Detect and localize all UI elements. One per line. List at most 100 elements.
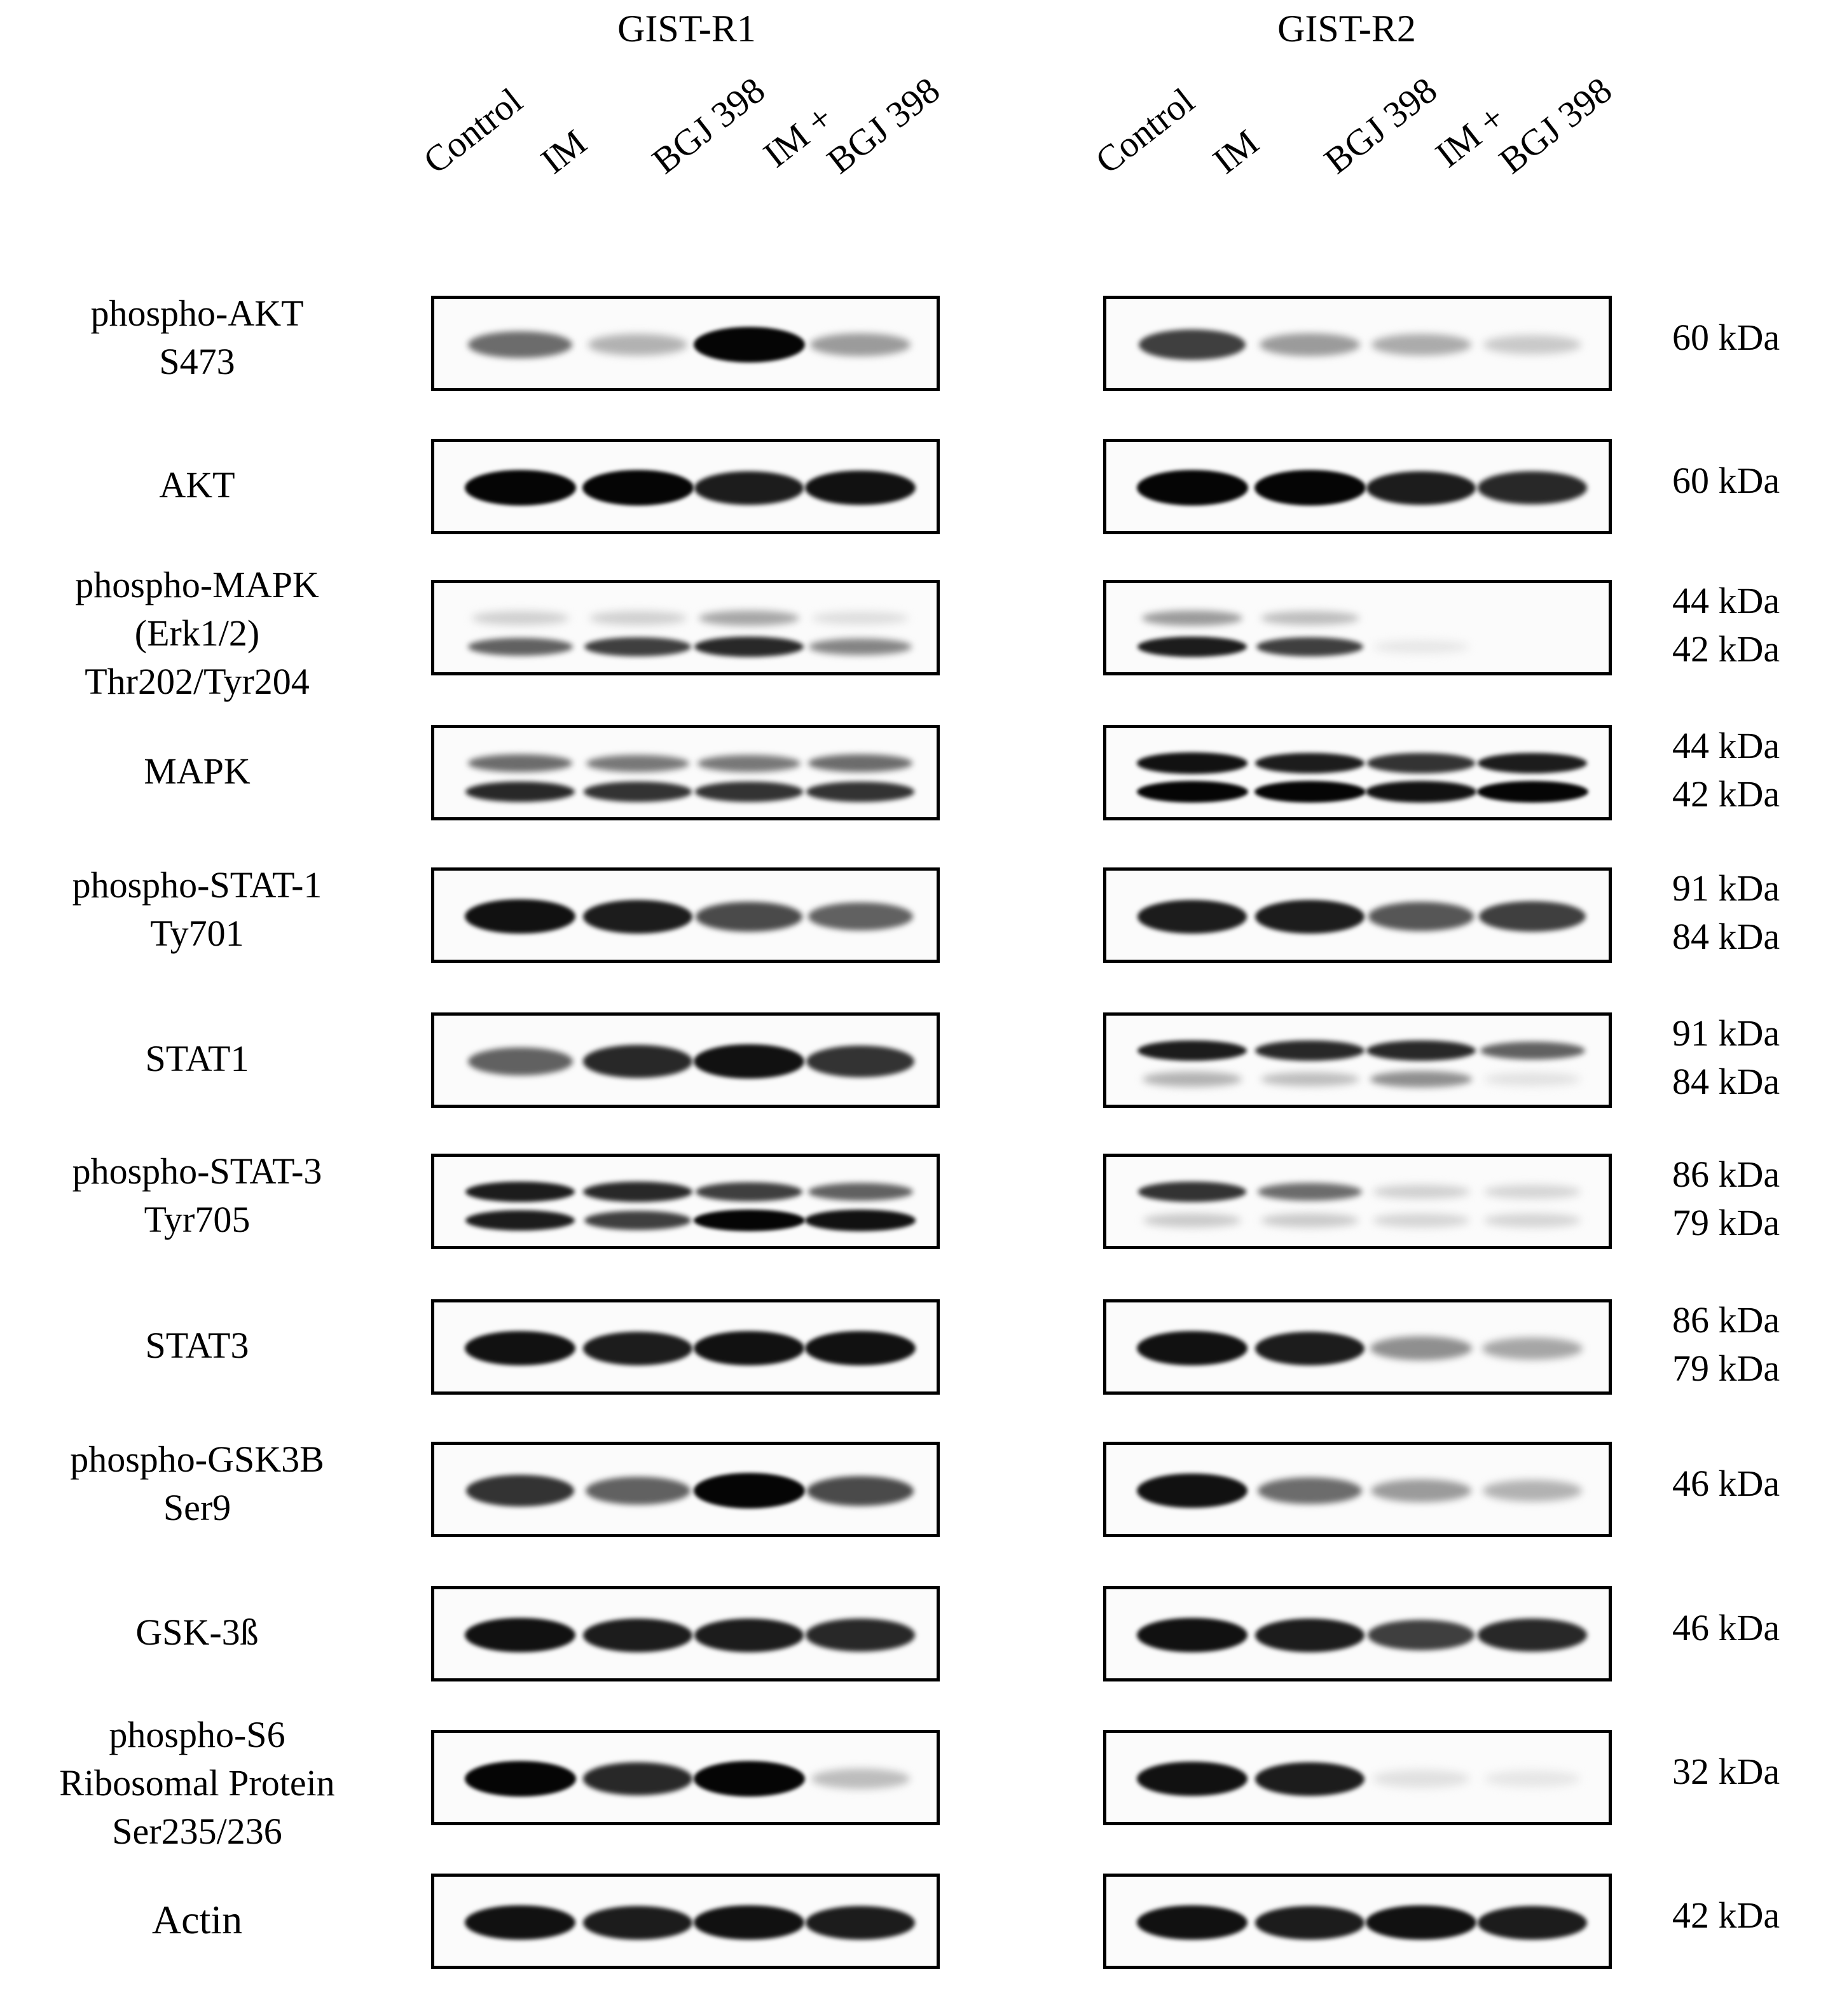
band xyxy=(465,1905,575,1940)
band xyxy=(1482,1337,1583,1360)
band xyxy=(1366,1040,1476,1061)
band xyxy=(811,1769,910,1789)
blot-panel xyxy=(431,1154,940,1249)
band xyxy=(1484,1072,1581,1086)
band xyxy=(808,1182,913,1201)
blot-panel xyxy=(1103,867,1612,963)
band xyxy=(467,637,573,656)
lane-label: IM + xyxy=(755,96,841,176)
band xyxy=(471,611,569,625)
row-label: STAT1 xyxy=(0,1035,394,1083)
band xyxy=(1258,1183,1362,1201)
band xyxy=(694,1044,804,1079)
band xyxy=(694,637,804,657)
row-label: phospho-GSK3B Ser9 xyxy=(0,1435,394,1532)
band xyxy=(1254,781,1366,803)
band xyxy=(1256,637,1364,657)
band xyxy=(693,327,805,362)
band xyxy=(586,754,690,772)
row-label: phospho-MAPK (Erk1/2) Thr202/Tyr204 xyxy=(0,561,394,706)
blot-panel xyxy=(431,1874,940,1969)
blot-panel xyxy=(431,1012,940,1108)
band xyxy=(1254,899,1365,934)
blot-panel xyxy=(1103,1586,1612,1681)
group-title-2: GIST-R2 xyxy=(1277,8,1416,50)
band xyxy=(1254,1905,1365,1940)
kda-label: 60 kDa xyxy=(1672,317,1780,358)
band xyxy=(1480,1041,1585,1060)
band xyxy=(696,901,802,932)
band xyxy=(1366,471,1476,505)
row-label-line: STAT1 xyxy=(145,1038,249,1079)
row-label: AKT xyxy=(0,461,394,509)
band xyxy=(1255,1040,1364,1061)
lane-label: IM + xyxy=(1427,96,1513,176)
band xyxy=(582,1905,693,1940)
band xyxy=(1477,752,1588,774)
lane-label: BGJ 398 xyxy=(1491,69,1619,182)
band xyxy=(806,1619,915,1652)
band xyxy=(1143,1213,1241,1228)
band xyxy=(1254,1331,1365,1365)
band xyxy=(465,1210,575,1231)
lane-label: Control xyxy=(1087,79,1202,182)
band xyxy=(1476,781,1588,803)
band xyxy=(1373,1770,1469,1788)
band xyxy=(1260,1072,1359,1087)
kda-label: 32 kDa xyxy=(1672,1751,1780,1792)
blot-panel xyxy=(1103,1012,1612,1108)
band xyxy=(694,1330,804,1366)
kda-label: 91 kDa xyxy=(1672,867,1780,909)
row-label-line: phospho-S6 xyxy=(109,1714,285,1755)
kda-label: 84 kDa xyxy=(1672,916,1780,957)
band xyxy=(1137,1473,1247,1509)
band xyxy=(1477,1905,1588,1940)
row-label-line: (Erk1/2) xyxy=(134,612,260,654)
row-label-line: Ribosomal Protein xyxy=(59,1762,335,1804)
band xyxy=(697,754,801,772)
band xyxy=(583,1182,692,1202)
kda-label: 60 kDa xyxy=(1672,460,1780,501)
band xyxy=(1370,1071,1472,1087)
band xyxy=(808,754,912,772)
row-label: Actin xyxy=(0,1896,394,1944)
band xyxy=(1254,470,1366,506)
row-label-line: phospho-MAPK xyxy=(75,564,319,605)
row-label: phospho-AKT S473 xyxy=(0,289,394,386)
band xyxy=(1260,611,1359,626)
kda-label: 84 kDa xyxy=(1672,1061,1780,1102)
lane-label: IM xyxy=(533,121,595,182)
band xyxy=(694,1905,804,1940)
blot-panel xyxy=(1103,1730,1612,1825)
band xyxy=(693,1761,805,1797)
blot-panel xyxy=(431,1586,940,1681)
kda-label: 42 kDa xyxy=(1672,1895,1780,1936)
blot-panel xyxy=(1103,1299,1612,1395)
band xyxy=(467,1047,573,1075)
band xyxy=(583,1762,692,1795)
row-label-line: phospho-STAT-1 xyxy=(72,864,322,906)
band xyxy=(699,610,799,626)
band xyxy=(806,1046,914,1077)
band xyxy=(1370,1479,1472,1503)
band xyxy=(1370,1336,1472,1360)
lane-label: BGJ 398 xyxy=(644,69,773,182)
row-label-line: Ser235/236 xyxy=(112,1811,282,1852)
row-label: phospho-S6 Ribosomal Protein Ser235/236 xyxy=(0,1711,394,1856)
band xyxy=(1484,1770,1581,1788)
blot-panel xyxy=(1103,1154,1612,1249)
row-label-line: phospho-GSK3B xyxy=(70,1439,324,1480)
band xyxy=(1254,1618,1365,1652)
band xyxy=(805,470,916,506)
row-label-line: Tyr705 xyxy=(144,1199,251,1240)
blot-panel xyxy=(1103,1442,1612,1537)
band xyxy=(808,902,913,930)
band xyxy=(585,1477,691,1505)
band xyxy=(1482,1480,1583,1502)
band xyxy=(1367,1619,1475,1651)
blot-panel xyxy=(431,296,940,391)
kda-label: 86 kDa xyxy=(1672,1299,1780,1341)
band xyxy=(582,1331,693,1365)
blot-panel xyxy=(431,1730,940,1825)
band xyxy=(584,1210,692,1231)
